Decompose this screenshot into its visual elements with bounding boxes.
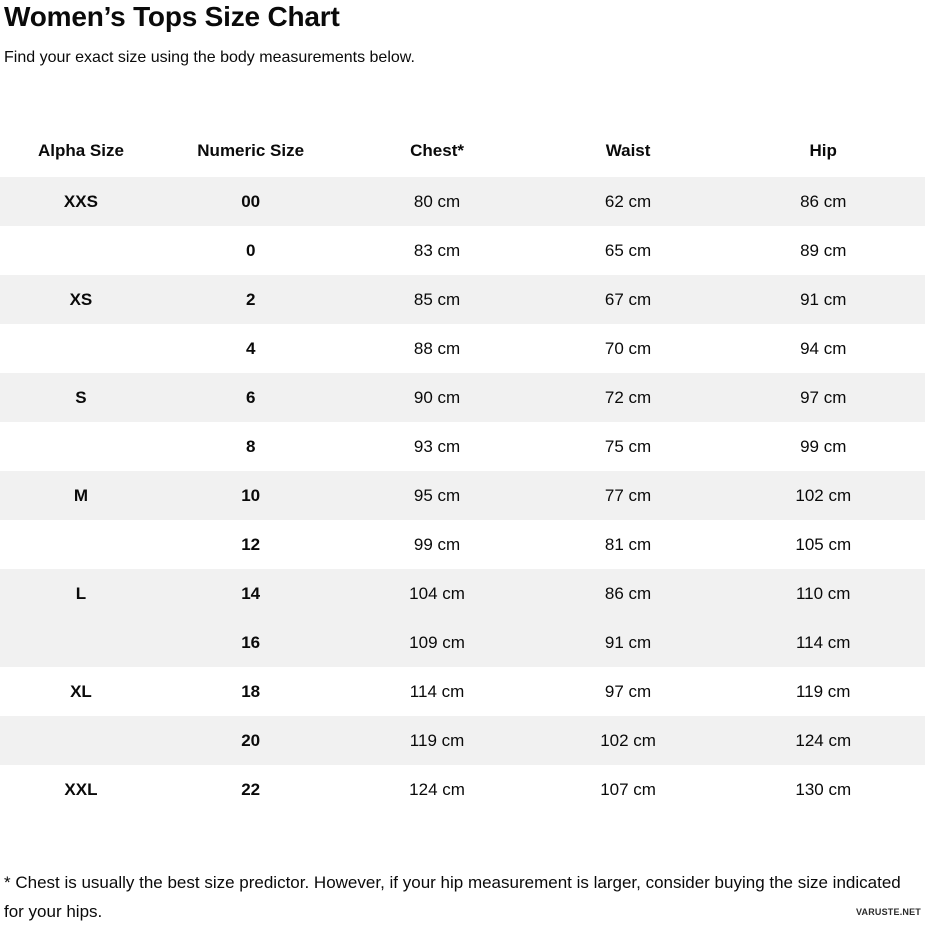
table-body: XXS 00 80 cm 62 cm 86 cm 0 83 cm 65 cm 89 cm XS 2 8… [0, 177, 925, 814]
table-cell: 83 cm [413, 240, 461, 260]
table-header-row: Alpha Size Numeric Size Chest* Waist Hip [0, 125, 925, 177]
table-cell: 89 cm [800, 240, 847, 260]
table-row: 20 119 cm 102 cm 124 cm [0, 716, 925, 765]
table-cell: 70 cm [604, 338, 652, 358]
table-cell: 119 cm [409, 730, 465, 750]
table-cell: 107 cm [600, 779, 656, 799]
table-cell: 130 cm [795, 779, 852, 799]
page-title: Women’s Tops Size Chart [4, 1, 340, 32]
table-cell: 0 [245, 240, 256, 260]
column-header: Waist [605, 141, 651, 160]
table-cell: 12 [241, 534, 261, 554]
table-cell: L [75, 583, 87, 603]
table-cell: 72 cm [604, 387, 652, 407]
table-cell: 65 cm [604, 240, 652, 260]
table-row: S 6 90 cm 72 cm 97 cm [0, 373, 925, 422]
table-cell: 94 cm [800, 338, 847, 358]
table-cell: 95 cm [413, 485, 461, 505]
table-row: 16 109 cm 91 cm 114 cm [0, 618, 925, 667]
table-cell: 114 cm [409, 681, 465, 701]
table-row: XS 2 85 cm 67 cm 91 cm [0, 275, 925, 324]
table-row: XL 18 114 cm 97 cm 119 cm [0, 667, 925, 716]
table-cell: 67 cm [604, 289, 652, 309]
table-cell: 75 cm [604, 436, 652, 456]
table-cell: 62 cm [604, 191, 652, 211]
table-cell: 16 [241, 632, 261, 652]
table-cell: 119 cm [795, 681, 851, 701]
table-cell: 105 cm [795, 534, 852, 554]
table-cell: 109 cm [409, 632, 465, 652]
table-cell: 20 [241, 730, 261, 750]
footnote: * Chest is usually the best size predict… [4, 873, 901, 921]
table-cell: 91 cm [604, 632, 652, 652]
table-cell: 22 [241, 779, 261, 799]
page-subtitle: Find your exact size using the body meas… [4, 49, 415, 66]
table-cell: XS [69, 289, 93, 309]
table-cell: 99 cm [800, 436, 847, 456]
table-cell: XL [70, 681, 92, 701]
table-cell: 97 cm [604, 681, 652, 701]
table-cell: 77 cm [604, 485, 652, 505]
table-cell: 86 cm [604, 583, 652, 603]
column-header: Hip [809, 141, 837, 160]
table-cell: 00 [241, 191, 261, 211]
table-row: 0 83 cm 65 cm 89 cm [0, 226, 925, 275]
table-row: M 10 95 cm 77 cm 102 cm [0, 471, 925, 520]
table-cell: 93 cm [413, 436, 461, 456]
column-header: Chest* [410, 141, 464, 160]
table-cell: S [75, 387, 87, 407]
table-cell: 2 [245, 289, 256, 309]
table-row: 8 93 cm 75 cm 99 cm [0, 422, 925, 471]
size-table: Alpha Size Numeric Size Chest* Waist Hip XXS… [0, 125, 925, 814]
table-cell: 81 cm [604, 534, 652, 554]
table-cell: 14 [241, 583, 261, 603]
table-row: XXL 22 124 cm 107 cm 130 cm [0, 765, 925, 814]
table-cell: 88 cm [413, 338, 461, 358]
watermark: VARUSTE.NET [855, 907, 921, 917]
table-cell: 102 cm [600, 730, 656, 750]
table-cell: 124 cm [409, 779, 465, 799]
table-cell: 114 cm [795, 632, 851, 652]
table-cell: 10 [241, 485, 261, 505]
table-row: L 14 104 cm 86 cm 110 cm [0, 569, 925, 618]
table-cell: 6 [245, 387, 256, 407]
table-cell: 110 cm [795, 583, 851, 603]
table-cell: 18 [241, 681, 261, 701]
table-cell: 85 cm [413, 289, 461, 309]
table-cell: 90 cm [413, 387, 461, 407]
table-cell: 4 [245, 338, 256, 358]
table-cell: 97 cm [800, 387, 847, 407]
table-cell: 104 cm [409, 583, 465, 603]
table-row: XXS 00 80 cm 62 cm 86 cm [0, 177, 925, 226]
table-cell: 99 cm [413, 534, 461, 554]
table-row: 12 99 cm 81 cm 105 cm [0, 520, 925, 569]
table-cell: 102 cm [795, 485, 852, 505]
table-cell: M [73, 485, 89, 505]
table-cell: 124 cm [795, 730, 852, 750]
table-cell: 86 cm [800, 191, 847, 211]
table-cell: XXL [64, 779, 98, 799]
column-header: Numeric Size [197, 141, 305, 160]
table-cell: 80 cm [413, 191, 461, 211]
column-header: Alpha Size [37, 141, 124, 160]
table-row: 4 88 cm 70 cm 94 cm [0, 324, 925, 373]
table-cell: 91 cm [800, 289, 847, 309]
table-cell: 8 [245, 436, 256, 456]
table-cell: XXS [63, 191, 98, 211]
